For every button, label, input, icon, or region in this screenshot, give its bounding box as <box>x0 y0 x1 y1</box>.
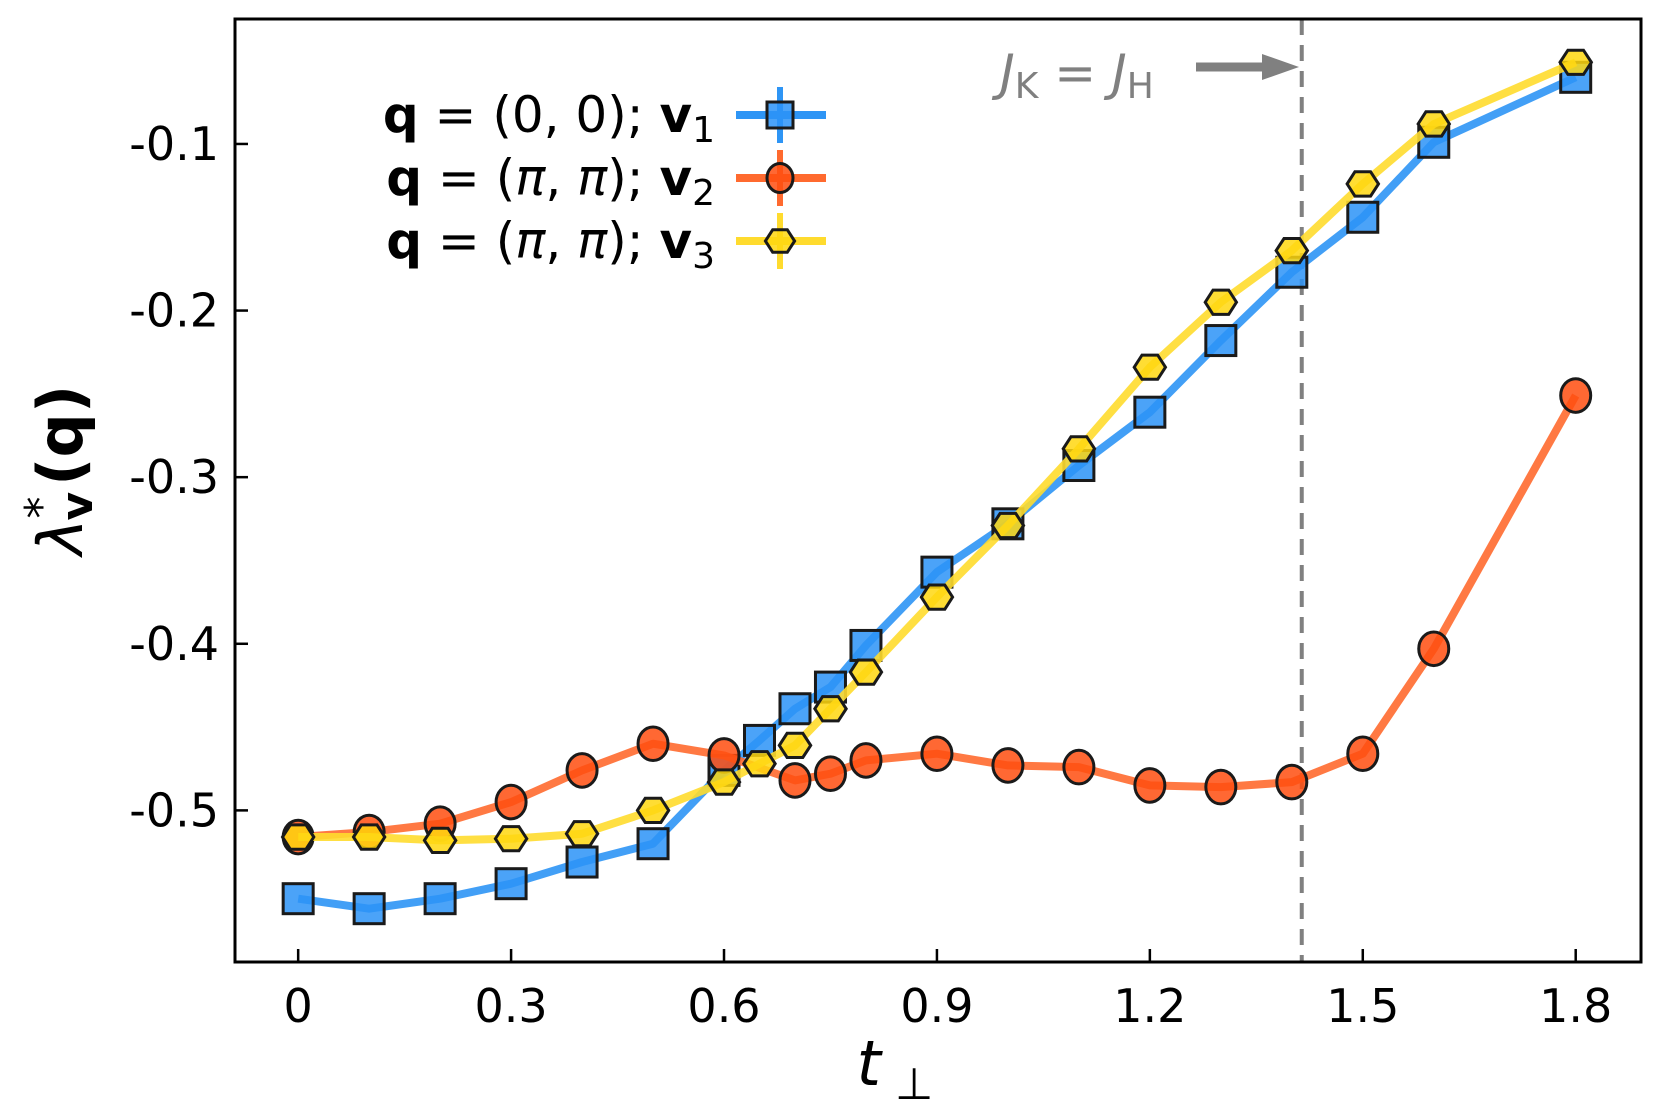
data-point-hexagon-marker <box>1558 48 1594 76</box>
data-point-hexagon-marker <box>1132 353 1168 381</box>
legend-label: q = (0, 0); v1 <box>383 86 715 151</box>
data-point-square-marker <box>565 845 599 879</box>
x-tick-label: 0 <box>284 979 313 1033</box>
data-point-hexagon-marker <box>280 823 316 851</box>
data-point-square-marker <box>494 867 528 901</box>
data-point-circle-marker <box>1062 748 1096 786</box>
data-point-circle-marker <box>1204 768 1238 806</box>
legend-entry-1: q = (0, 0); v1 <box>383 86 826 151</box>
y-tick-label: -0.5 <box>129 783 219 837</box>
legend-label: q = (π, π); v2 <box>386 149 715 214</box>
data-point-hexagon-marker <box>777 731 813 759</box>
data-point-square-marker <box>636 827 670 861</box>
data-point-circle-marker <box>1133 767 1167 804</box>
data-point-hexagon-marker <box>1274 237 1310 265</box>
data-point-square-marker <box>352 892 386 926</box>
data-point-square-marker <box>1346 200 1380 234</box>
data-point-hexagon-marker <box>742 750 777 778</box>
data-point-square-marker <box>423 882 457 916</box>
data-point-square-marker <box>778 692 812 726</box>
x-tick-label: 0.3 <box>475 979 548 1033</box>
x-axis-title-sub: ⊥ <box>881 1059 933 1110</box>
data-point-circle-marker <box>849 742 883 779</box>
data-point-hexagon-marker <box>848 658 884 686</box>
data-point-hexagon-marker <box>422 826 458 854</box>
data-point-circle-marker <box>813 755 847 793</box>
x-tick-label: 0.6 <box>687 979 760 1033</box>
data-point-hexagon-marker <box>990 511 1026 540</box>
data-point-square-marker <box>1204 324 1238 358</box>
legend-hexagon-icon <box>763 228 797 254</box>
data-point-hexagon-marker <box>1416 110 1452 138</box>
legend-label: q = (π, π); v3 <box>386 212 715 277</box>
data-point-hexagon-marker <box>635 796 671 824</box>
data-point-hexagon-marker <box>564 820 600 848</box>
legend-circle-icon <box>765 161 795 195</box>
data-point-circle-marker <box>920 735 954 773</box>
series-2 <box>281 377 1593 856</box>
x-axis-title-main: t <box>857 1027 884 1100</box>
data-point-hexagon-marker <box>351 823 387 851</box>
data-point-hexagon-marker <box>493 825 529 853</box>
x-tick-label: 1.2 <box>1113 979 1186 1033</box>
y-tick-label: -0.2 <box>129 284 219 338</box>
x-tick-label: 1.5 <box>1326 979 1399 1033</box>
data-point-hexagon-marker <box>1345 170 1381 198</box>
data-point-circle-marker <box>1275 763 1309 801</box>
annotation-text: JK = JH <box>991 44 1154 107</box>
data-point-circle-marker <box>991 747 1025 784</box>
legend-entry-3: q = (π, π); v3 <box>386 212 826 277</box>
y-axis-title-arg: (q) <box>24 385 97 486</box>
y-axis-title-lambda: λ <box>24 519 97 559</box>
x-axis-ticks: 0 0.3 0.6 0.9 1.2 1.5 1.8 <box>284 949 1612 1033</box>
data-point-hexagon-marker <box>813 695 848 723</box>
legend-entry-2: q = (π, π); v2 <box>386 149 826 214</box>
data-point-hexagon-marker <box>919 583 955 611</box>
data-point-hexagon-marker <box>1203 288 1239 316</box>
series-3 <box>280 48 1594 854</box>
x-tick-label: 1.8 <box>1539 979 1612 1033</box>
data-point-circle-marker <box>565 752 599 789</box>
x-axis-title: t ⊥ <box>857 1027 934 1110</box>
y-tick-label: -0.3 <box>129 450 219 504</box>
legend: q = (0, 0); v1q = (π, π); v2q = (π, π); … <box>383 86 826 277</box>
jk-jh-annotation: JK = JH <box>991 44 1299 107</box>
series-layer <box>280 48 1594 926</box>
data-point-circle-marker <box>1346 735 1380 773</box>
legend-square-icon <box>765 100 795 130</box>
data-point-circle-marker <box>636 725 670 763</box>
y-tick-label: -0.4 <box>129 617 219 671</box>
y-axis-ticks: -0.1 -0.2 -0.3 -0.4 -0.5 <box>129 117 248 837</box>
x-tick-label: 0.9 <box>900 979 973 1033</box>
y-axis-title-star: * <box>16 497 67 519</box>
data-point-circle-marker <box>707 737 741 774</box>
data-point-hexagon-marker <box>1061 435 1097 463</box>
data-point-circle-marker <box>1417 630 1451 668</box>
data-point-square-marker <box>281 882 315 916</box>
data-point-hexagon-marker <box>706 768 742 796</box>
y-tick-label: -0.1 <box>129 117 219 171</box>
y-axis-title-sub: v <box>52 492 103 521</box>
data-point-circle-marker <box>494 783 528 821</box>
arrow-right-icon <box>1262 54 1299 80</box>
data-point-circle-marker <box>1559 377 1593 414</box>
y-axis-title: λ*v (q) <box>16 385 103 558</box>
series-1 <box>281 60 1593 926</box>
data-point-circle-marker <box>778 762 812 799</box>
data-point-square-marker <box>1133 395 1167 429</box>
